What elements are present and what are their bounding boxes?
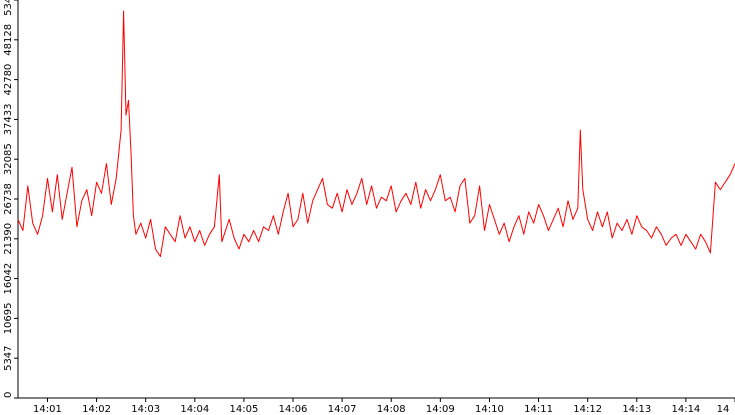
x-tick-label: 14 (717, 404, 730, 415)
series-line-0 (17, 10, 735, 258)
y-tick-label: 10695 (3, 302, 14, 334)
x-tick-label: 14:01 (33, 404, 62, 415)
y-tick-label: 26738 (3, 183, 14, 215)
x-tick-label: 14:04 (180, 404, 209, 415)
y-tick-label: 16042 (3, 263, 14, 295)
y-tick-label: 0 (3, 392, 14, 398)
y-tick-label: 32085 (3, 143, 14, 175)
x-tick-label: 14:03 (131, 404, 160, 415)
x-tick-label: 14:07 (328, 404, 357, 415)
y-tick-label: 42780 (3, 64, 14, 96)
x-tick-label: 14:14 (671, 404, 700, 415)
y-tick-label: 48128 (3, 24, 14, 56)
x-tick-label: 14:02 (82, 404, 111, 415)
y-tick-label: 37433 (3, 103, 14, 135)
y-axis-ticks: 0 5347 10695 16042 21390 26738 32085 37433 42780… (3, 0, 18, 399)
y-tick-label: 5347 (3, 345, 14, 370)
x-tick-label: 14:11 (524, 404, 553, 415)
y-tick-label: 53476 (3, 0, 14, 16)
x-tick-label: 14:10 (475, 404, 504, 415)
x-tick-label: 14:05 (229, 404, 258, 415)
x-tick-label: 14:13 (622, 404, 651, 415)
x-tick-label: 14:06 (279, 404, 308, 415)
x-tick-label: 14:08 (377, 404, 406, 415)
y-tick-label: 21390 (3, 223, 14, 255)
series-layer (17, 10, 735, 258)
x-axis-ticks: 14:01 14:02 14:03 14:04 14:05 14:06 14:07 14:08… (33, 398, 735, 415)
x-tick-label: 14:09 (426, 404, 455, 415)
x-tick-label: 14:12 (573, 404, 602, 415)
